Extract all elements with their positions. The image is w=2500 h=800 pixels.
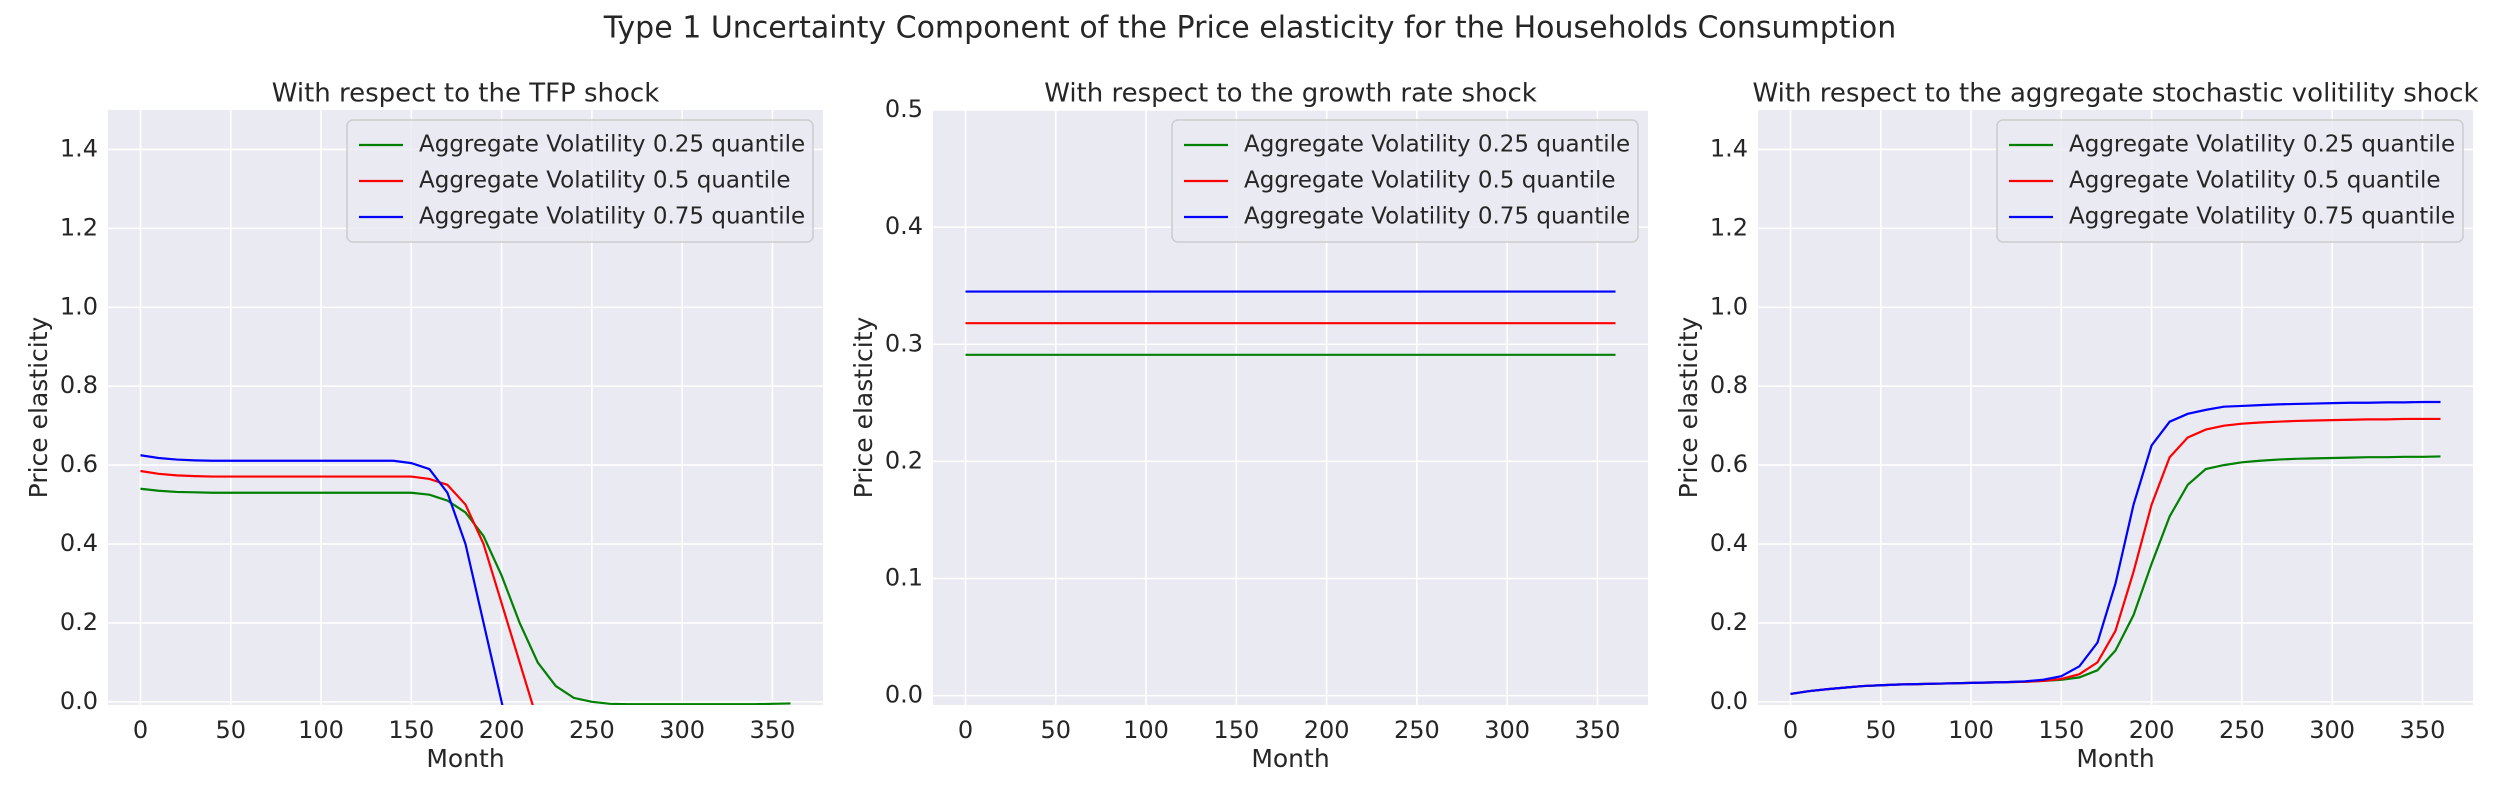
y-tick-label: 1.4 bbox=[60, 134, 98, 162]
y-tick-label: 0.6 bbox=[1710, 450, 1748, 478]
y-tick-label: 1.0 bbox=[60, 292, 98, 320]
legend-label: Aggregate Volatility 0.5 quantile bbox=[1244, 168, 1616, 194]
legend-label: Aggregate Volatility 0.5 quantile bbox=[2069, 168, 2441, 194]
x-tick-label: 300 bbox=[2309, 716, 2355, 744]
legend-box bbox=[1171, 119, 1639, 243]
legend-label: Aggregate Volatility 0.5 quantile bbox=[419, 168, 791, 194]
subplot: 0 50 100 150 200 250 300 350 0.0 0.1 0.2 0.3 0.4 0.5 W… bbox=[849, 79, 1648, 773]
x-tick-label: 150 bbox=[388, 716, 434, 744]
legend-label: Aggregate Volatility 0.75 quantile bbox=[2069, 204, 2455, 230]
x-axis-label: Month bbox=[2076, 744, 2154, 773]
x-tick-label: 200 bbox=[2129, 716, 2175, 744]
legend-box bbox=[1996, 119, 2464, 243]
legend-label: Aggregate Volatility 0.25 quantile bbox=[419, 132, 805, 158]
y-tick-label: 0.2 bbox=[1710, 608, 1748, 636]
x-tick-label: 100 bbox=[1123, 716, 1169, 744]
x-axis-label: Month bbox=[426, 744, 504, 773]
y-tick-label: 0.8 bbox=[60, 371, 98, 399]
legend: Aggregate Volatility 0.25 quantile Aggreg… bbox=[1996, 119, 2464, 243]
y-tick-label: 0.4 bbox=[885, 212, 923, 240]
y-tick-label: 0.0 bbox=[885, 681, 923, 709]
legend: Aggregate Volatility 0.25 quantile Aggreg… bbox=[1171, 119, 1639, 243]
y-tick-label: 0.1 bbox=[885, 564, 923, 592]
legend-label: Aggregate Volatility 0.75 quantile bbox=[419, 204, 805, 230]
x-tick-label: 300 bbox=[1484, 716, 1530, 744]
subplot-title: With respect to the TFP shock bbox=[272, 79, 660, 109]
y-tick-label: 0.0 bbox=[60, 687, 98, 715]
y-axis-label: Price elasticity bbox=[849, 316, 878, 498]
y-axis-label: Price elasticity bbox=[24, 316, 53, 498]
x-tick-label: 50 bbox=[1866, 716, 1897, 744]
y-tick-label: 0.4 bbox=[60, 529, 98, 557]
y-tick-label: 0.8 bbox=[1710, 371, 1748, 399]
y-tick-label: 1.2 bbox=[1710, 213, 1748, 241]
legend: Aggregate Volatility 0.25 quantile Aggreg… bbox=[346, 119, 814, 243]
x-tick-label: 250 bbox=[1394, 716, 1440, 744]
x-tick-label: 200 bbox=[1304, 716, 1350, 744]
y-tick-label: 0.2 bbox=[885, 446, 923, 474]
y-tick-label: 0.4 bbox=[1710, 529, 1748, 557]
x-tick-label: 0 bbox=[958, 716, 973, 744]
y-tick-label: 0.5 bbox=[885, 95, 923, 123]
x-tick-label: 350 bbox=[1575, 716, 1621, 744]
legend-box bbox=[346, 119, 814, 243]
subplot: 0 50 100 150 200 250 300 350 0.0 0.2 0.4 0.6 0.8 1.0 1… bbox=[24, 79, 823, 773]
x-tick-label: 150 bbox=[1213, 716, 1259, 744]
y-tick-label: 1.2 bbox=[60, 213, 98, 241]
line bbox=[1790, 400, 2441, 696]
figure-title: Type 1 Uncertainty Component of the Pric… bbox=[603, 11, 1896, 46]
x-tick-label: 250 bbox=[2219, 716, 2265, 744]
x-tick-label: 200 bbox=[479, 716, 525, 744]
x-tick-label: 350 bbox=[750, 716, 796, 744]
y-axis-label: Price elasticity bbox=[1674, 316, 1703, 498]
legend-label: Aggregate Volatility 0.25 quantile bbox=[1244, 132, 1630, 158]
x-tick-label: 50 bbox=[216, 716, 247, 744]
y-tick-label: 1.0 bbox=[1710, 292, 1748, 320]
x-tick-label: 0 bbox=[1783, 716, 1798, 744]
y-tick-label: 0.3 bbox=[885, 329, 923, 357]
line bbox=[140, 454, 504, 705]
x-tick-label: 100 bbox=[298, 716, 344, 744]
line bbox=[140, 469, 534, 705]
legend-label: Aggregate Volatility 0.75 quantile bbox=[1244, 204, 1630, 230]
y-tick-label: 0.2 bbox=[60, 608, 98, 636]
x-tick-label: 0 bbox=[133, 716, 148, 744]
legend-label: Aggregate Volatility 0.25 quantile bbox=[2069, 132, 2455, 158]
line bbox=[140, 487, 791, 705]
subplot: 0 50 100 150 200 250 300 350 0.0 0.2 0.4 0.6 0.8 1.0 1… bbox=[1674, 79, 2479, 774]
x-tick-label: 100 bbox=[1948, 716, 1994, 744]
y-tick-label: 1.4 bbox=[1710, 134, 1748, 162]
y-tick-label: 0.0 bbox=[1710, 687, 1748, 715]
x-tick-label: 250 bbox=[569, 716, 615, 744]
y-tick-label: 0.6 bbox=[60, 450, 98, 478]
subplot-title: With respect to the aggregate stochastic… bbox=[1752, 79, 2478, 109]
x-tick-label: 150 bbox=[2038, 716, 2084, 744]
x-tick-label: 300 bbox=[659, 716, 705, 744]
x-tick-label: 50 bbox=[1041, 716, 1072, 744]
x-tick-label: 350 bbox=[2400, 716, 2446, 744]
subplot-title: With respect to the growth rate shock bbox=[1044, 79, 1537, 109]
x-axis-label: Month bbox=[1251, 744, 1329, 773]
